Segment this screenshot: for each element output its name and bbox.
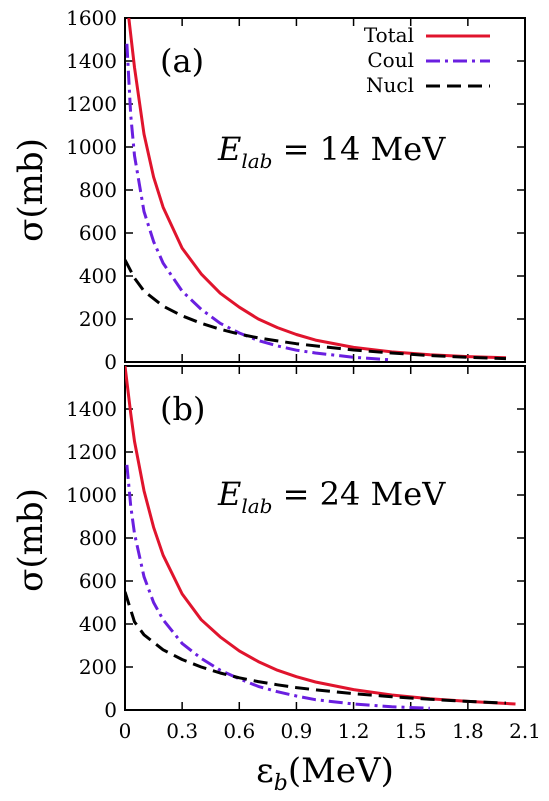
y-tick-label-a: 0 [104,350,117,374]
x-axis-label-symbol: ε [256,751,274,791]
y-tick-label-a: 600 [79,221,117,245]
y-tick-label-b: 600 [79,569,117,593]
legend-label-total: Total [364,23,414,47]
y-tick-label-b: 0 [104,698,117,722]
energy-symbol-a: E [217,130,241,168]
x-tick-label: 1.8 [452,719,484,743]
series-line-coul-b [125,464,430,710]
ticks-b: 0 200 400 600 800 1000 1200 1400 0 0.3 0.6 0.9 1.2 1.… [66,366,541,743]
legend-label-nucl: Nucl [366,73,414,97]
y-tick-label-b: 800 [79,526,117,550]
series-line-total-b [125,366,516,706]
energy-subscript-a: lab [241,149,272,173]
x-tick-label: 0.6 [223,719,255,743]
energy-annotation-b: Elab = 24 MeV [217,475,446,518]
y-tick-label-b: 1000 [66,483,117,507]
legend: Total Coul Nucl [364,23,490,97]
energy-annotation-a: Elab = 14 MeV [217,130,446,173]
panel-label-b: (b) [160,390,205,428]
panel-a: 0 200 400 600 800 1000 1200 1400 1600 (a) Elab =… [11,6,526,374]
x-tick-label: 1.5 [395,719,427,743]
y-tick-label-a: 1600 [66,6,117,30]
series-a [125,18,507,362]
legend-label-coul: Coul [367,48,414,72]
y-tick-label-a: 200 [79,307,117,331]
x-axis-label: εb(MeV) [256,751,394,796]
series-line-nucl-a [125,259,507,361]
energy-subscript-b: lab [241,494,272,518]
x-tick-label: 0.3 [166,719,198,743]
y-tick-label-a: 1400 [66,49,117,73]
series-line-nucl-b [125,591,507,705]
energy-value-a: = 14 MeV [272,130,446,168]
x-tick-label: 0 [119,719,132,743]
x-axis-label-sub: b [274,771,288,796]
y-tick-label-a: 1000 [66,135,117,159]
energy-value-b: = 24 MeV [272,475,446,513]
x-tick-label: 0.9 [281,719,313,743]
y-tick-label-b: 200 [79,655,117,679]
y-tick-label-a: 800 [79,178,117,202]
x-axis-label-unit: (MeV) [288,751,394,791]
series-line-coul-a [125,43,392,362]
y-axis-label-a: σ(mb) [11,138,51,242]
panel-label-a: (a) [160,42,204,80]
y-axis-label-b: σ(mb) [11,488,51,592]
x-tick-label: 1.2 [338,719,370,743]
ticks-a: 0 200 400 600 800 1000 1200 1400 1600 [66,6,526,374]
y-tick-label-b: 1200 [66,440,117,464]
y-tick-label-b: 1400 [66,397,117,421]
x-tick-label: 2.1 [509,719,541,743]
energy-symbol-b: E [217,475,241,513]
y-tick-label-b: 400 [79,612,117,636]
y-tick-label-a: 400 [79,264,117,288]
series-b [125,366,516,710]
panel-b: 0 200 400 600 800 1000 1200 1400 0 0.3 0.6 0.9 1.2 1.… [11,365,541,796]
y-tick-label-a: 1200 [66,92,117,116]
